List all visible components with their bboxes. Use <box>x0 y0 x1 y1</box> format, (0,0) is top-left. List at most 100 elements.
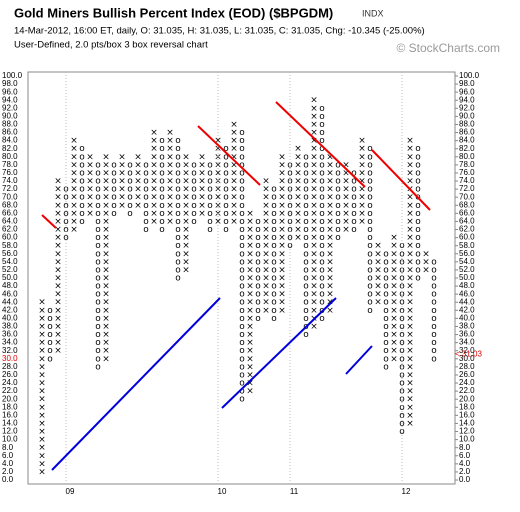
x-box: × <box>342 185 350 195</box>
x-box: × <box>358 144 366 154</box>
o-box: o <box>207 185 213 195</box>
x-box: × <box>38 330 46 340</box>
x-box: × <box>102 298 110 308</box>
x-box: × <box>150 177 158 187</box>
x-box: × <box>182 193 190 203</box>
o-box: o <box>415 152 421 162</box>
x-box: × <box>326 177 334 187</box>
x-box: × <box>406 403 414 413</box>
o-box: o <box>319 120 325 130</box>
o-box: o <box>319 233 325 243</box>
y-tick-label: 2.0 <box>2 467 14 476</box>
o-box: o <box>287 201 293 211</box>
x-box: × <box>246 387 254 397</box>
x-box: × <box>246 370 254 380</box>
o-box: o <box>159 144 165 154</box>
o-box: o <box>207 177 213 187</box>
y-tick-label: 10.0 <box>2 435 18 444</box>
o-box: o <box>431 274 437 284</box>
y-tick-label-right: 70.0 <box>459 192 475 201</box>
o-box: o <box>415 274 421 284</box>
o-box: o <box>303 330 309 340</box>
y-tick-label-right: 72.0 <box>459 184 475 193</box>
o-box: o <box>95 274 101 284</box>
x-box: × <box>310 168 318 178</box>
x-box: × <box>246 330 254 340</box>
o-box: o <box>319 112 325 122</box>
y-tick-label-right: 30.0 <box>459 354 475 363</box>
y-tick-label: 26.0 <box>2 370 18 379</box>
y-tick-label-right: 24.0 <box>459 378 475 387</box>
x-box: × <box>70 185 78 195</box>
o-box: o <box>303 306 309 316</box>
o-box: o <box>367 185 373 195</box>
x-box: × <box>294 152 302 162</box>
x-box: × <box>406 193 414 203</box>
o-box: o <box>303 233 309 243</box>
x-box: × <box>150 168 158 178</box>
o-box: o <box>255 314 261 324</box>
o-box: o <box>223 185 229 195</box>
o-box: o <box>111 185 117 195</box>
o-box: o <box>399 338 405 348</box>
y-tick-label: 84.0 <box>2 136 18 145</box>
x-box: × <box>166 128 174 138</box>
x-box: × <box>38 395 46 405</box>
o-box: o <box>175 193 181 203</box>
x-box: × <box>54 233 62 243</box>
trend-line <box>41 214 57 229</box>
o-box: o <box>95 177 101 187</box>
y-tick-label-right: 100.0 <box>459 71 480 80</box>
y-tick-label: 62.0 <box>2 225 18 234</box>
x-box: × <box>262 225 270 235</box>
y-tick-label-right: 20.0 <box>459 394 475 403</box>
o-box: o <box>367 290 373 300</box>
o-box: o <box>255 290 261 300</box>
x-box: × <box>374 298 382 308</box>
o-box: o <box>271 193 277 203</box>
o-box: o <box>191 160 197 170</box>
o-box: o <box>319 152 325 162</box>
x-box: × <box>310 104 318 114</box>
o-box: o <box>383 282 389 292</box>
o-box: o <box>303 168 309 178</box>
o-box: o <box>127 177 133 187</box>
o-box: o <box>319 282 325 292</box>
x-box: × <box>358 193 366 203</box>
o-box: o <box>255 249 261 259</box>
x-box: × <box>118 185 126 195</box>
y-tick-label: 14.0 <box>2 419 18 428</box>
o-box: o <box>431 314 437 324</box>
o-box: o <box>95 330 101 340</box>
x-box: × <box>118 168 126 178</box>
x-box: × <box>310 298 318 308</box>
o-box: o <box>367 265 373 275</box>
o-box: o <box>175 201 181 211</box>
pnf-column: ××××××××××××××××××××××××××××× <box>310 96 318 332</box>
x-box: × <box>86 160 94 170</box>
o-box: o <box>223 177 229 187</box>
x-box: × <box>86 201 94 211</box>
x-box: × <box>326 265 334 275</box>
trend-line <box>221 297 337 409</box>
o-box: o <box>207 209 213 219</box>
o-box: o <box>415 217 421 227</box>
x-box: × <box>326 193 334 203</box>
o-box: o <box>367 306 373 316</box>
x-box: × <box>278 177 286 187</box>
x-box: × <box>38 435 46 445</box>
x-box: × <box>246 241 254 251</box>
o-box: o <box>319 265 325 275</box>
y-tick-label: 90.0 <box>2 112 18 121</box>
o-box: o <box>319 241 325 251</box>
y-tick-label: 40.0 <box>2 314 18 323</box>
o-box: o <box>255 282 261 292</box>
x-box: × <box>70 225 78 235</box>
o-box: o <box>239 241 245 251</box>
x-box: × <box>38 411 46 421</box>
o-box: o <box>303 241 309 251</box>
y-tick-label: 72.0 <box>2 184 18 193</box>
